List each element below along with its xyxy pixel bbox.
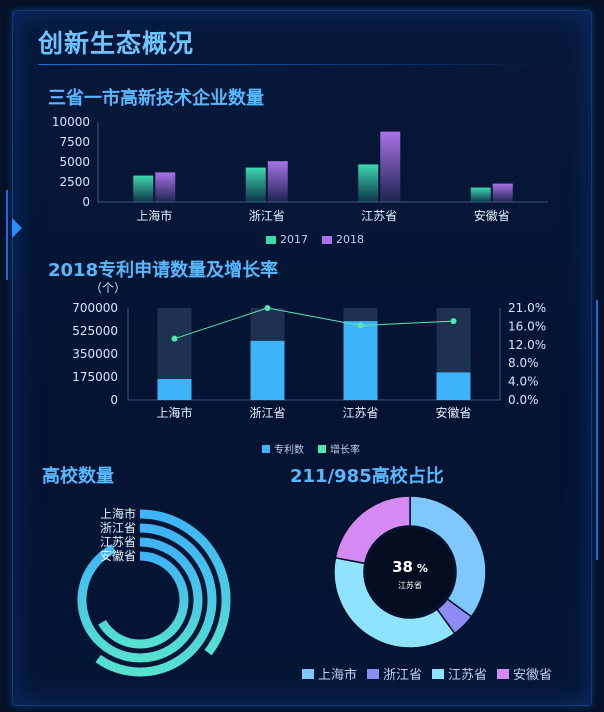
growth-point	[171, 335, 178, 342]
university-chart-title: 高校数量	[42, 466, 114, 487]
growth-point	[450, 318, 457, 325]
legend-item-zhejiang: 浙江省	[367, 664, 422, 683]
x-tick-label: 上海市	[156, 405, 192, 420]
radial-bar-label: 上海市	[100, 506, 136, 521]
radial-bar	[98, 551, 189, 649]
legend-label: 安徽省	[513, 668, 553, 683]
donut-center-value: 38 %	[392, 558, 428, 576]
legend-item-patent: 专利数	[262, 441, 304, 456]
x-tick-label: 江苏省	[361, 209, 397, 223]
y-tick-label: 350000	[72, 347, 118, 361]
growth-point	[357, 322, 364, 329]
legend-item-anhui: 安徽省	[497, 664, 552, 683]
radial-bar	[95, 523, 217, 677]
center-value: 38	[392, 558, 413, 576]
y2-tick-label: 0.0%	[508, 393, 539, 407]
legend-label: 增长率	[330, 445, 360, 456]
radial-bar-label: 安徽省	[100, 548, 136, 563]
y2-tick-label: 12.0%	[508, 338, 546, 352]
x-tick-label: 安徽省	[474, 208, 510, 223]
y2-tick-label: 21.0%	[508, 301, 546, 315]
legend-label: 上海市	[318, 668, 358, 683]
y-tick-label: 700000	[72, 301, 118, 315]
bar-2018	[155, 172, 176, 202]
radial-bar	[139, 509, 231, 656]
bar-2018	[267, 161, 288, 202]
frame-edge-left	[6, 190, 14, 280]
patent-legend: 专利数 增长率	[262, 441, 360, 456]
x-tick-label: 浙江省	[249, 406, 285, 420]
bar-2018	[380, 131, 401, 202]
page-title: 创新生态概况	[38, 29, 195, 58]
legend-item-2017: 2017	[266, 233, 308, 246]
donut-slice-安徽省	[334, 495, 411, 565]
x-tick-label: 江苏省	[342, 406, 378, 420]
y-tick-label: 10000	[52, 115, 90, 129]
growth-line	[174, 307, 454, 340]
elite-university-chart-title: 211/985高校占比	[290, 466, 444, 487]
donut-slice-江苏省	[333, 556, 456, 649]
bar-2017	[470, 187, 491, 202]
y-tick-label: 0	[82, 195, 90, 209]
donut-center	[366, 528, 454, 616]
title-divider	[38, 64, 558, 65]
legend-item-jiangsu: 江苏省	[432, 664, 487, 683]
donut-center-label: 江苏省	[398, 580, 422, 590]
y-tick-label: 2500	[59, 175, 90, 189]
bar-2017	[133, 175, 154, 202]
y2-tick-label: 4.0%	[508, 375, 539, 389]
x-tick-label: 浙江省	[249, 209, 285, 223]
y-tick-label: 175000	[72, 370, 118, 384]
center-unit: %	[413, 562, 428, 575]
bar-2018	[492, 183, 513, 202]
patent-combo-chart: 0 175000 350000 525000 700000 0.0% 4.0% 8.0% 12.…	[72, 301, 546, 420]
y-tick-label: 7500	[59, 135, 90, 149]
enterprise-legend: 2017 2018	[266, 233, 364, 246]
legend-label: 浙江省	[383, 668, 423, 683]
legend-label: 2018	[336, 233, 364, 246]
y-tick-label: 0	[110, 393, 118, 407]
donut-legend: 上海市 浙江省 江苏省 安徽省	[302, 664, 552, 683]
y2-tick-label: 8.0%	[508, 356, 539, 370]
frame-edge-right	[590, 300, 598, 560]
legend-label: 2017	[280, 233, 308, 246]
bar-patent	[250, 340, 285, 400]
growth-point	[264, 305, 271, 311]
enterprise-chart-title: 三省一市高新技术企业数量	[48, 88, 264, 109]
y2-tick-label: 16.0%	[508, 319, 546, 333]
legend-item-shanghai: 上海市	[302, 664, 357, 683]
patent-chart-title: 2018专利申请数量及增长率	[48, 260, 279, 281]
legend-label: 专利数	[274, 445, 304, 456]
bar-patent	[343, 321, 378, 400]
side-arrow-icon	[12, 218, 22, 238]
bar-patent	[157, 378, 192, 400]
x-tick-label: 安徽省	[435, 405, 471, 420]
y-tick-label: 525000	[72, 324, 118, 338]
y-tick-label: 5000	[59, 155, 90, 169]
radial-bar-label: 浙江省	[100, 521, 136, 535]
legend-item-2018: 2018	[322, 233, 364, 246]
elite-university-donut: 38 % 江苏省	[333, 495, 487, 649]
bar-2017	[358, 164, 379, 202]
bar-patent	[436, 372, 471, 400]
x-tick-label: 上海市	[136, 208, 172, 223]
donut-slice-上海市	[409, 495, 487, 618]
enterprise-bar-chart: 0 2500 5000 7500 10000 上海市 浙江省 江苏省 安徽省	[52, 115, 548, 223]
radial-bar	[77, 537, 203, 663]
patent-unit-label: （个）	[90, 281, 127, 295]
dashboard-frame	[12, 10, 592, 706]
radial-bar-label: 江苏省	[100, 535, 136, 549]
legend-label: 江苏省	[448, 668, 488, 683]
bar-2017	[245, 167, 266, 202]
legend-item-growth: 增长率	[318, 441, 360, 456]
